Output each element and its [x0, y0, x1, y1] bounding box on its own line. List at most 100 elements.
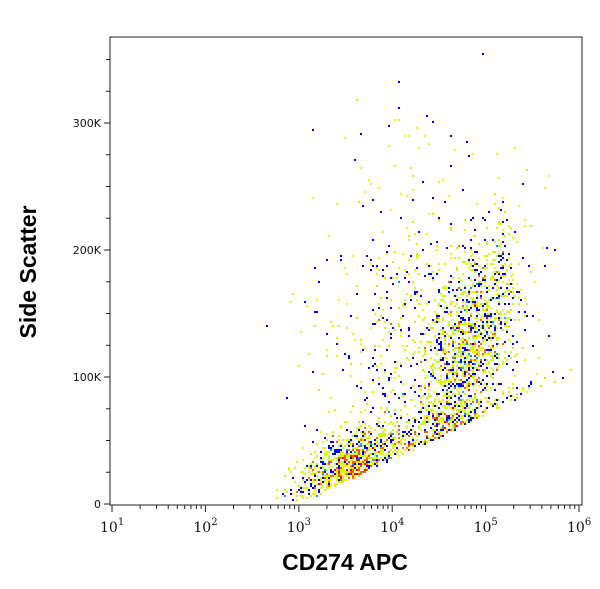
density-bin [510, 227, 512, 229]
density-bin [298, 489, 300, 491]
density-bin [354, 455, 356, 457]
density-bin [308, 467, 310, 469]
density-bin [366, 255, 368, 257]
density-bin [358, 449, 360, 451]
density-bin [522, 347, 524, 349]
density-bin [364, 439, 366, 441]
density-bin [454, 401, 456, 403]
density-bin [316, 455, 318, 457]
density-bin [446, 307, 448, 309]
density-bin [508, 325, 510, 327]
density-bin [458, 387, 460, 389]
density-bin [328, 447, 330, 449]
density-bin [294, 467, 296, 469]
density-bin [454, 419, 456, 421]
density-bin [348, 445, 350, 447]
density-bin [460, 319, 462, 321]
density-bin [480, 327, 482, 329]
density-bin [450, 315, 452, 317]
density-bin [506, 269, 508, 271]
density-bin [468, 383, 470, 385]
density-bin [516, 353, 518, 355]
density-bin [428, 401, 430, 403]
density-bin [492, 313, 494, 315]
density-bin [360, 387, 362, 389]
density-bin [456, 327, 458, 329]
density-bin [474, 349, 476, 351]
density-bin [418, 427, 420, 429]
density-bin [398, 267, 400, 269]
density-bin [360, 465, 362, 467]
density-bin [302, 447, 304, 449]
density-bin [466, 349, 468, 351]
density-bin [412, 189, 414, 191]
density-bin [404, 135, 406, 137]
density-bin [386, 407, 388, 409]
density-bin [384, 441, 386, 443]
density-bin [342, 369, 344, 371]
density-bin [504, 245, 506, 247]
density-bin [460, 409, 462, 411]
density-bin [330, 449, 332, 451]
density-bin [290, 301, 292, 303]
density-bin [324, 453, 326, 455]
density-bin [478, 273, 480, 275]
density-bin [300, 331, 302, 333]
density-bin [478, 365, 480, 367]
density-bin [394, 443, 396, 445]
density-bin [474, 343, 476, 345]
density-bin [474, 323, 476, 325]
density-bin [396, 451, 398, 453]
density-bin [494, 267, 496, 269]
density-bin [442, 421, 444, 423]
density-bin [386, 319, 388, 321]
density-bin [380, 297, 382, 299]
density-bin [382, 393, 384, 395]
density-bin [446, 395, 448, 397]
density-bin [376, 321, 378, 323]
density-bin [338, 479, 340, 481]
density-bin [438, 379, 440, 381]
density-bin [410, 433, 412, 435]
density-bin [350, 457, 352, 459]
density-bin [440, 403, 442, 405]
density-bin [450, 229, 452, 231]
density-bin [516, 341, 518, 343]
density-bin [460, 387, 462, 389]
density-bin [476, 321, 478, 323]
density-bin [384, 429, 386, 431]
density-bin [344, 267, 346, 269]
density-bin [462, 301, 464, 303]
density-bin [406, 227, 408, 229]
density-bin [460, 359, 462, 361]
density-bin [464, 363, 466, 365]
density-bin [340, 427, 342, 429]
density-bin [484, 397, 486, 399]
density-bin [486, 389, 488, 391]
density-bin [450, 395, 452, 397]
density-bin [452, 277, 454, 279]
density-bin [314, 267, 316, 269]
density-bin [424, 371, 426, 373]
density-bin [376, 365, 378, 367]
density-bin [322, 485, 324, 487]
density-bin [458, 397, 460, 399]
density-bin [518, 319, 520, 321]
density-bin [472, 335, 474, 337]
density-bin [478, 257, 480, 259]
density-bin [344, 461, 346, 463]
density-bin [490, 317, 492, 319]
density-bin [376, 451, 378, 453]
density-bin [438, 399, 440, 401]
density-bin [402, 345, 404, 347]
density-bin [408, 329, 410, 331]
density-bin [424, 385, 426, 387]
density-bin [414, 445, 416, 447]
density-bin [416, 127, 418, 129]
density-bin [400, 329, 402, 331]
density-bin [404, 439, 406, 441]
density-bin [488, 401, 490, 403]
density-bin [438, 303, 440, 305]
density-bin [484, 371, 486, 373]
density-bin [508, 265, 510, 267]
